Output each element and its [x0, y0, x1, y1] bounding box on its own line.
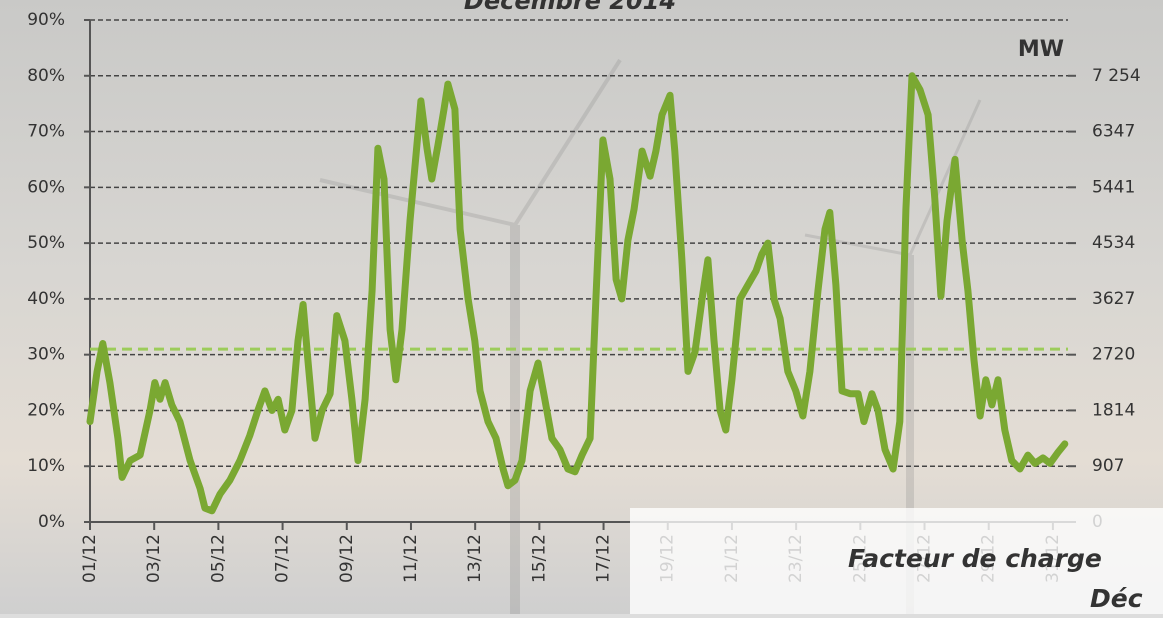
overlay-title: Facteur de charge [848, 544, 1102, 573]
y-tick-label: 50% [27, 233, 65, 253]
x-tick-label: 05/12 [208, 534, 228, 583]
y-tick-label: 0% [38, 512, 65, 532]
x-tick-label: 09/12 [337, 534, 357, 583]
x-tick-label: 17/12 [594, 534, 614, 583]
y-tick-label: 60% [27, 177, 65, 197]
y-tick-label: 10% [27, 456, 65, 476]
overlay-subtitle: Déc [1090, 584, 1143, 613]
x-tick-label: 15/12 [529, 534, 549, 583]
y-tick-label: 70% [27, 122, 65, 142]
chart: Décembre 2014 MW 0% 10% 20% 30% 40% 50% 60% 70%… [0, 0, 1163, 614]
x-tick-label: 03/12 [144, 534, 164, 583]
y2-tick-label: 5441 [1092, 177, 1135, 197]
y2-tick-label: 7 254 [1092, 66, 1141, 86]
x-tick-label: 01/12 [80, 534, 100, 583]
y2-tick-label: 6347 [1092, 122, 1135, 142]
y-tick-label: 30% [27, 345, 65, 365]
x-tick-label: 07/12 [273, 534, 293, 583]
y-tick-label: 80% [27, 66, 65, 86]
y2-tick-label: 4534 [1092, 233, 1135, 253]
y2-tick-label: 3627 [1092, 289, 1135, 309]
x-tick-label: 11/12 [401, 534, 421, 583]
y-tick-label: 40% [27, 289, 65, 309]
y-tick-label: 90% [27, 10, 65, 30]
y-tick-label: 20% [27, 400, 65, 420]
y2-tick-label: 2720 [1092, 345, 1135, 365]
y2-tick-label: 1814 [1092, 400, 1135, 420]
y2-axis-label: MW [1018, 37, 1064, 62]
x-tick-label: 13/12 [465, 534, 485, 583]
y2-tick-label: 907 [1092, 456, 1124, 476]
chart-title: Décembre 2014 [464, 0, 676, 15]
